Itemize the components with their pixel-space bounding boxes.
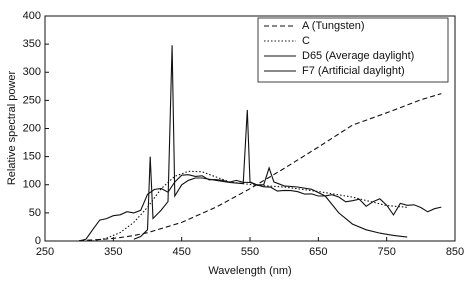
- x-axis-title: Wavelength (nm): [208, 265, 291, 277]
- y-tick-label: 0: [35, 235, 41, 247]
- x-tick-label: 750: [377, 246, 395, 258]
- legend-label: C: [302, 35, 310, 47]
- y-tick-label: 300: [23, 66, 41, 78]
- x-tick-label: 550: [241, 246, 259, 258]
- x-tick-label: 450: [172, 246, 190, 258]
- y-tick-label: 200: [23, 122, 41, 134]
- y-tick-label: 350: [23, 38, 41, 50]
- x-tick-label: 350: [104, 246, 122, 258]
- y-tick-label: 150: [23, 151, 41, 163]
- x-tick-label: 650: [309, 246, 327, 258]
- y-tick-label: 50: [29, 207, 41, 219]
- legend-label: F7 (Artificial daylight): [302, 65, 405, 77]
- series-line: [79, 93, 442, 242]
- y-tick-label: 100: [23, 179, 41, 191]
- x-tick-label: 250: [36, 246, 54, 258]
- legend-label: A (Tungsten): [302, 20, 365, 32]
- y-axis-title: Relative spectral power: [6, 71, 18, 186]
- y-tick-label: 250: [23, 94, 41, 106]
- series-line: [133, 45, 408, 240]
- series-line: [79, 174, 442, 242]
- legend-label: D65 (Average daylight): [302, 50, 414, 62]
- x-tick-label: 850: [446, 246, 464, 258]
- y-tick-label: 400: [23, 10, 41, 22]
